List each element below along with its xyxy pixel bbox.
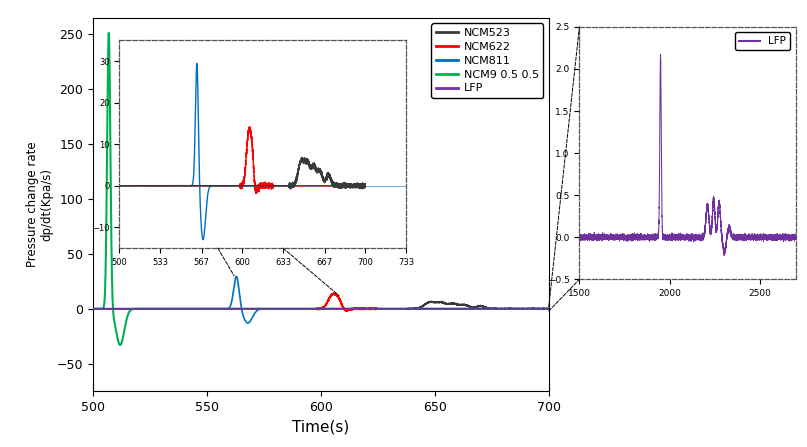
Text: (a): (a) xyxy=(375,190,400,208)
Y-axis label: Pressure change rate
dp/dt(Kpa/s): Pressure change rate dp/dt(Kpa/s) xyxy=(26,142,54,267)
Legend: NCM523, NCM622, NCM811, NCM9 0.5 0.5, LFP: NCM523, NCM622, NCM811, NCM9 0.5 0.5, LF… xyxy=(432,23,543,98)
X-axis label: Time(s): Time(s) xyxy=(292,419,349,434)
Legend: LFP: LFP xyxy=(735,32,791,51)
